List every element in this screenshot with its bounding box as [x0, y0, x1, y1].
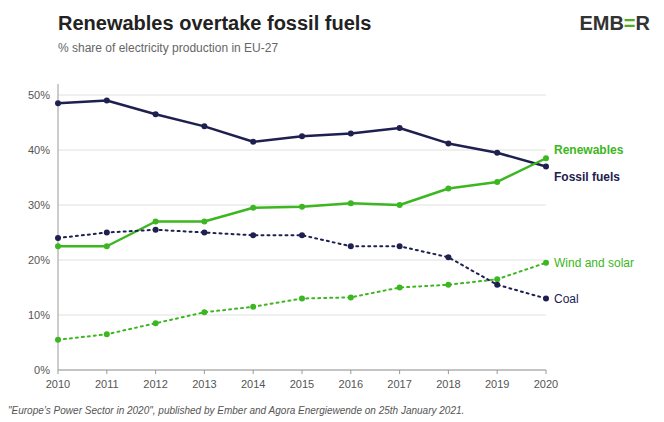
- series-label: Coal: [554, 292, 579, 306]
- series-point: [348, 131, 354, 137]
- x-tick: [204, 370, 205, 374]
- y-axis: 0% 10% 20% 30% 40% 50%: [28, 84, 546, 376]
- series-point: [494, 150, 500, 156]
- x-tick-label: 2011: [95, 378, 119, 390]
- series-point: [543, 155, 549, 161]
- x-tick-label: 2013: [192, 378, 216, 390]
- series-point: [299, 204, 305, 210]
- logo: EMB=R: [579, 12, 650, 34]
- grid-line: [58, 315, 546, 316]
- series-point: [445, 140, 451, 146]
- series-point: [250, 139, 256, 145]
- x-tick: [497, 370, 498, 374]
- series-point: [543, 296, 549, 302]
- series-point: [348, 294, 354, 300]
- x-tick-label: 2018: [436, 378, 460, 390]
- y-axis-line: [58, 84, 59, 370]
- grid-line: [58, 150, 546, 151]
- title: Renewables overtake fossil fuels: [58, 12, 371, 34]
- series-point: [201, 309, 207, 315]
- series-label: Fossil fuels: [554, 170, 620, 184]
- series-point: [104, 243, 110, 249]
- series-point: [55, 337, 61, 343]
- series-label: Renewables: [554, 143, 624, 157]
- series-point: [397, 125, 403, 131]
- series-point: [397, 285, 403, 291]
- y-tick-label: 0%: [34, 364, 50, 376]
- series-line: [58, 158, 546, 246]
- y-tick-label: 50%: [28, 89, 50, 101]
- subtitle: % share of electricity production in EU-…: [58, 41, 278, 55]
- series-point: [153, 227, 159, 233]
- series-point: [299, 133, 305, 139]
- series-point: [250, 205, 256, 211]
- y-tick-label: 20%: [28, 254, 50, 266]
- series-point: [153, 320, 159, 326]
- series-point: [250, 232, 256, 238]
- grid-line: [58, 95, 546, 96]
- series-point: [299, 232, 305, 238]
- series-point: [104, 331, 110, 337]
- footnote: "Europe’s Power Sector in 2020", publish…: [8, 405, 464, 416]
- y-tick-label: 40%: [28, 144, 50, 156]
- x-tick: [253, 370, 254, 374]
- x-tick-label: 2017: [387, 378, 411, 390]
- chart: Renewables overtake fossil fuels % share …: [0, 0, 664, 422]
- series-point: [348, 243, 354, 249]
- series-point: [445, 186, 451, 192]
- series-label: Wind and solar: [554, 256, 634, 270]
- series-line: [58, 230, 546, 299]
- series-point: [55, 100, 61, 106]
- logo-part: =: [624, 12, 636, 34]
- x-tick: [399, 370, 400, 374]
- x-tick: [58, 370, 59, 374]
- series-point: [397, 202, 403, 208]
- x-tick-label: 2019: [485, 378, 509, 390]
- series-point: [104, 98, 110, 104]
- series-line: [58, 101, 546, 167]
- series-point: [348, 200, 354, 206]
- series-point: [397, 243, 403, 249]
- x-tick-label: 2015: [290, 378, 314, 390]
- logo-part: R: [636, 12, 651, 34]
- series-point: [543, 164, 549, 170]
- series-point: [55, 235, 61, 241]
- series-point: [445, 254, 451, 260]
- plot-area: [55, 98, 549, 343]
- logo-part: EMB: [579, 12, 623, 34]
- x-tick: [546, 370, 547, 374]
- x-tick-label: 2012: [143, 378, 167, 390]
- x-tick-label: 2020: [534, 378, 558, 390]
- series-point: [494, 179, 500, 185]
- x-tick-label: 2010: [46, 378, 70, 390]
- series-point: [201, 219, 207, 225]
- series-point: [445, 282, 451, 288]
- x-tick-label: 2014: [241, 378, 265, 390]
- series-point: [201, 230, 207, 236]
- x-tick: [155, 370, 156, 374]
- series-point: [201, 123, 207, 129]
- series-point: [104, 230, 110, 236]
- x-axis: 2010 2011 2012 2013 2014 2015 2016 2017 2018 2019…: [46, 370, 558, 390]
- series-point: [494, 276, 500, 282]
- series-point: [153, 219, 159, 225]
- series-point: [55, 243, 61, 249]
- x-tick: [302, 370, 303, 374]
- series-point: [250, 304, 256, 310]
- grid-line: [58, 260, 546, 261]
- x-tick: [106, 370, 107, 374]
- x-tick: [448, 370, 449, 374]
- series-labels: Renewables Fossil fuels Wind and solar Coal: [554, 143, 634, 305]
- series-line: [58, 263, 546, 340]
- y-tick-label: 30%: [28, 199, 50, 211]
- series-point: [494, 282, 500, 288]
- x-tick-label: 2016: [339, 378, 363, 390]
- x-tick: [350, 370, 351, 374]
- series-point: [153, 111, 159, 117]
- series-point: [299, 296, 305, 302]
- series-point: [543, 260, 549, 266]
- y-tick-label: 10%: [28, 309, 50, 321]
